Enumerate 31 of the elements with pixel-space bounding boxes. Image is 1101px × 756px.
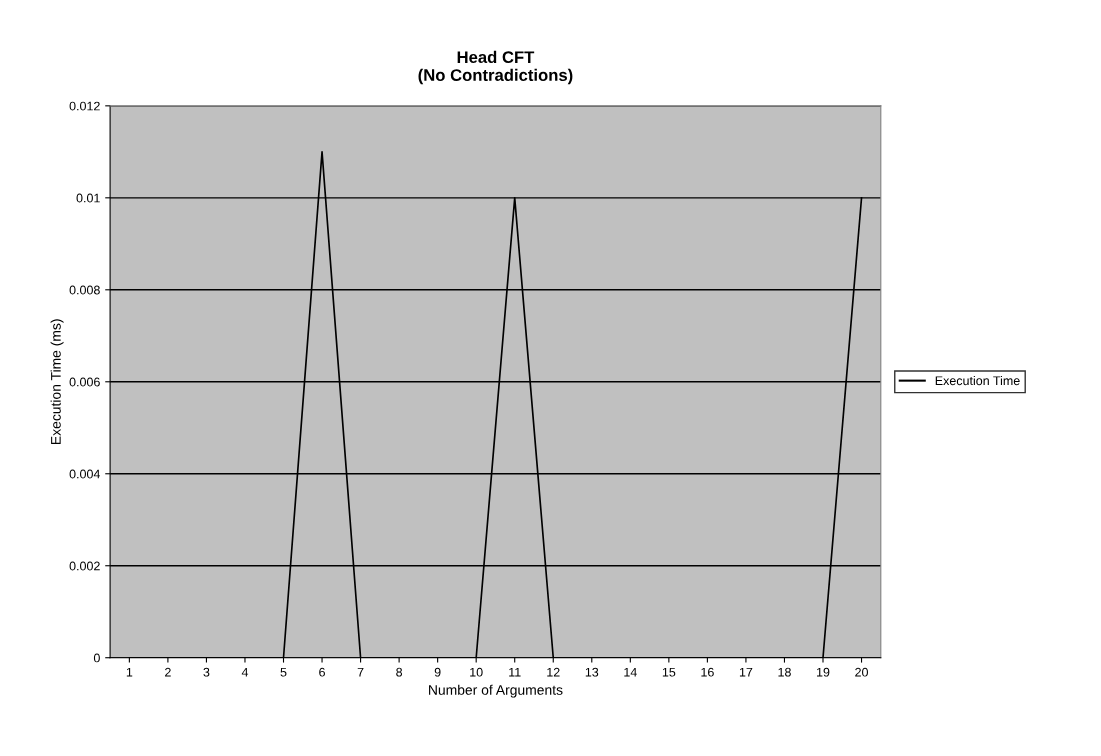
legend-label: Execution Time [935,375,1020,386]
x-tick-label: 3 [203,667,210,677]
x-tick-label: 14 [624,667,637,677]
y-tick-label: 0.004 [69,469,101,479]
chart-title: Head CFT (No Contradictions) [418,50,573,85]
x-tick-label: 4 [241,667,249,677]
y-tick-label: 0 [93,653,100,663]
x-tick-label: 11 [509,667,521,677]
x-tick-label: 13 [585,667,599,677]
y-tick-label: 0.006 [69,377,100,387]
x-tick-label: 1 [126,667,133,677]
y-tick-label: 0.008 [69,285,100,295]
x-tick-label: 18 [778,667,791,677]
y-axis-title: Execution Time (ms) [50,319,64,444]
y-tick-label: 0.01 [76,193,100,203]
x-tick-label: 6 [319,667,325,677]
x-tick-label: 16 [701,667,714,677]
x-axis-title: Number of Arguments [429,684,563,698]
x-tick-label: 17 [739,667,753,677]
x-tick-label: 5 [280,667,287,677]
x-tick-label: 9 [434,667,441,677]
x-tick-label: 10 [470,667,483,677]
x-tick-label: 15 [662,667,676,677]
y-tick-label: 0.012 [69,101,100,111]
y-tick-label: 0.002 [69,561,100,571]
x-tick-label: 19 [817,667,830,677]
x-tick-label: 8 [396,667,403,677]
x-tick-label: 12 [547,667,560,677]
x-tick-label: 7 [357,667,364,677]
x-tick-label: 20 [855,667,868,677]
x-tick-label: 2 [165,667,171,677]
